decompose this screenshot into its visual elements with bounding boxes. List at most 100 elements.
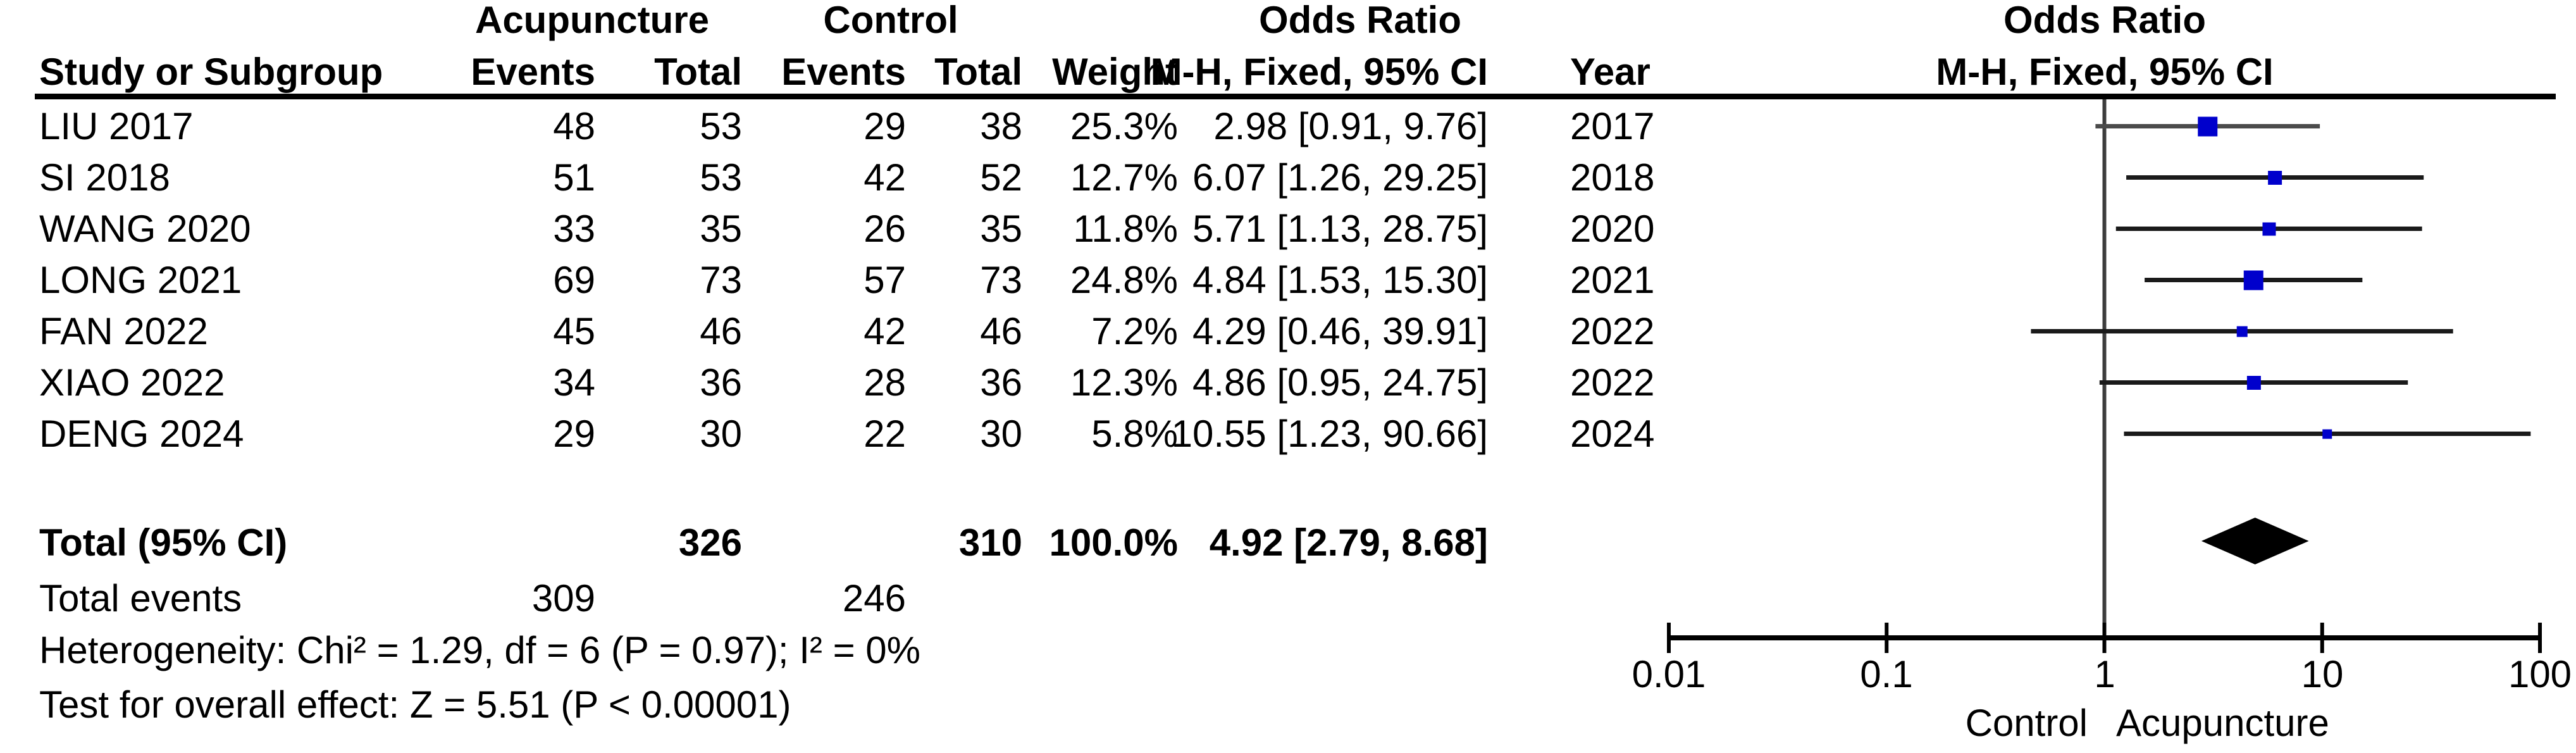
study-label: DENG 2024 (39, 413, 244, 455)
year-value: 2024 (1570, 413, 1655, 455)
heterogeneity-row: Heterogeneity: Chi² = 1.29, df = 6 (P = … (0, 625, 2576, 676)
total-events-label: Total events (39, 577, 242, 619)
or-square (2246, 376, 2261, 390)
year-value: 2022 (1570, 310, 1655, 352)
group-header-row: Acupuncture Control Odds Ratio Odds Rati… (0, 0, 2576, 46)
col-header-mh-ci: M-H, Fixed, 95% CI (1150, 51, 1488, 93)
total-label: Total (95% CI) (39, 521, 288, 564)
total-ctrl: 73 (980, 259, 1022, 301)
study-label: WANG 2020 (39, 208, 251, 250)
weight-value: 11.8% (1073, 208, 1178, 250)
x-axis-tick (2538, 623, 2542, 653)
axis-tick-label: 10 (2301, 653, 2344, 695)
events-ctrl: 28 (864, 361, 906, 404)
events-acu: 34 (553, 361, 595, 404)
axis-tick-label: 0.01 (1632, 653, 1706, 695)
weight-value: 7.2% (1091, 310, 1178, 352)
total-row: Total (95% CI) 326 310 100.0% 4.92 [2.79… (0, 518, 2576, 568)
year-value: 2017 (1570, 105, 1655, 147)
favours-control-label: Control (1965, 702, 2088, 744)
total-acu: 53 (700, 156, 742, 199)
total-ctrl: 30 (980, 413, 1022, 455)
total-acu: 35 (700, 208, 742, 250)
or-ci-value: 4.84 [1.53, 15.30] (1192, 259, 1488, 301)
plot-header-mh-ci: M-H, Fixed, 95% CI (1936, 51, 2274, 93)
axis-tick-label: 1 (2094, 653, 2115, 695)
table-row: XIAO 2022 34 36 28 36 12.3% 4.86 [0.95, … (0, 358, 2576, 408)
total-acu: 53 (700, 105, 742, 147)
or-square (2243, 270, 2263, 290)
total-acu-sum: 326 (678, 521, 742, 564)
total-acu: 36 (700, 361, 742, 404)
events-ctrl: 26 (864, 208, 906, 250)
group-header-control: Control (823, 0, 958, 41)
total-acu: 73 (700, 259, 742, 301)
table-row: LIU 2017 48 53 29 38 25.3% 2.98 [0.91, 9… (0, 101, 2576, 152)
total-ctrl: 36 (980, 361, 1022, 404)
or-square (2322, 429, 2332, 439)
total-events-row: Total events 309 246 (0, 573, 2576, 624)
or-square (2198, 116, 2218, 137)
heterogeneity-text: Heterogeneity: Chi² = 1.29, df = 6 (P = … (39, 629, 921, 671)
col-header-total-ctrl: Total (934, 51, 1022, 93)
column-header-row: Study or Subgroup Events Total Events To… (0, 47, 2576, 97)
events-ctrl: 42 (864, 156, 906, 199)
events-ctrl: 42 (864, 310, 906, 352)
total-acu: 46 (700, 310, 742, 352)
axis-tick-label: 100 (2508, 653, 2572, 695)
total-events-acu: 309 (531, 577, 595, 619)
total-ctrl: 46 (980, 310, 1022, 352)
total-or-ci: 4.92 [2.79, 8.68] (1209, 521, 1488, 564)
x-axis-tick (1885, 623, 1889, 653)
or-ci-value: 5.71 [1.13, 28.75] (1192, 208, 1488, 250)
table-row: DENG 2024 29 30 22 30 5.8% 10.55 [1.23, … (0, 409, 2576, 459)
or-square (2236, 326, 2248, 337)
total-ctrl: 35 (980, 208, 1022, 250)
total-events-ctrl: 246 (842, 577, 906, 619)
events-acu: 69 (553, 259, 595, 301)
pooled-effect-diamond (2201, 518, 2309, 564)
weight-value: 12.7% (1070, 156, 1178, 199)
col-header-events-ctrl: Events (781, 51, 906, 93)
group-header-acupuncture: Acupuncture (474, 0, 710, 41)
table-row: WANG 2020 33 35 26 35 11.8% 5.71 [1.13, … (0, 204, 2576, 254)
table-row: SI 2018 51 53 42 52 12.7% 6.07 [1.26, 29… (0, 152, 2576, 203)
or-ci-value: 4.86 [0.95, 24.75] (1192, 361, 1488, 404)
events-ctrl: 29 (864, 105, 906, 147)
favours-acupuncture-label: Acupuncture (2116, 702, 2329, 744)
or-ci-value: 6.07 [1.26, 29.25] (1192, 156, 1488, 199)
or-ci-value: 10.55 [1.23, 90.66] (1171, 413, 1488, 455)
year-value: 2018 (1570, 156, 1655, 199)
weight-value: 12.3% (1070, 361, 1178, 404)
header-rule (35, 94, 2556, 99)
year-value: 2021 (1570, 259, 1655, 301)
x-axis-tick (2320, 623, 2324, 653)
plot-header-odds-ratio: Odds Ratio (2003, 0, 2207, 41)
year-value: 2022 (1570, 361, 1655, 404)
table-row: FAN 2022 45 46 42 46 7.2% 4.29 [0.46, 39… (0, 306, 2576, 357)
axis-tick-label: 0.1 (1860, 653, 1913, 695)
or-square (2262, 222, 2276, 236)
events-acu: 48 (553, 105, 595, 147)
total-ctrl: 52 (980, 156, 1022, 199)
x-axis-tick (2102, 623, 2107, 653)
no-effect-line (2102, 99, 2107, 653)
study-label: LONG 2021 (39, 259, 242, 301)
events-acu: 45 (553, 310, 595, 352)
study-label: LIU 2017 (39, 105, 194, 147)
year-value: 2020 (1570, 208, 1655, 250)
total-weight: 100.0% (1049, 521, 1179, 564)
group-header-odds-ratio: Odds Ratio (1258, 0, 1462, 41)
table-row: LONG 2021 69 73 57 73 24.8% 4.84 [1.53, … (0, 255, 2576, 306)
weight-value: 25.3% (1070, 105, 1178, 147)
col-header-study: Study or Subgroup (39, 51, 383, 93)
weight-value: 24.8% (1070, 259, 1178, 301)
or-square (2268, 171, 2282, 185)
col-header-year: Year (1570, 51, 1650, 93)
events-ctrl: 22 (864, 413, 906, 455)
x-axis-tick (1667, 623, 1671, 653)
overall-effect-row: Test for overall effect: Z = 5.51 (P < 0… (0, 680, 2576, 730)
or-ci-value: 4.29 [0.46, 39.91] (1192, 310, 1488, 352)
